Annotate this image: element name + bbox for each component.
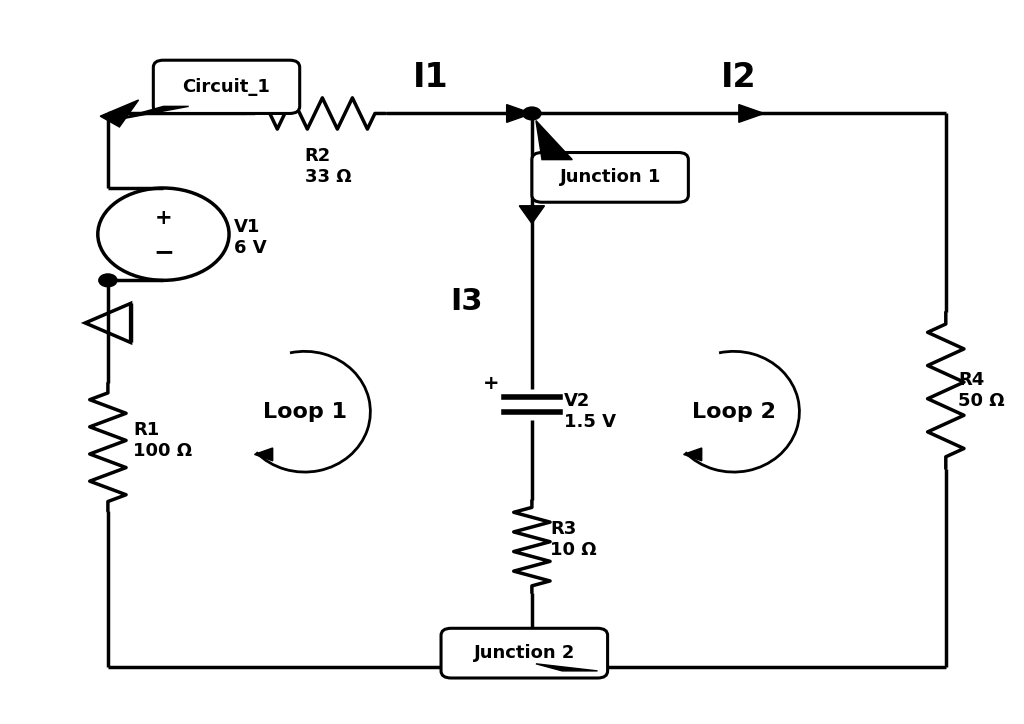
Polygon shape xyxy=(255,448,272,460)
Polygon shape xyxy=(519,206,545,224)
Text: Loop 2: Loop 2 xyxy=(692,402,776,421)
Text: R4
50 Ω: R4 50 Ω xyxy=(957,371,1005,410)
Polygon shape xyxy=(113,106,188,121)
Text: V2
1.5 V: V2 1.5 V xyxy=(564,392,616,431)
Text: +: + xyxy=(483,374,500,393)
Text: Circuit_1: Circuit_1 xyxy=(182,78,270,96)
Polygon shape xyxy=(536,121,572,159)
Text: V1
6 V: V1 6 V xyxy=(234,219,266,257)
FancyBboxPatch shape xyxy=(154,60,300,114)
Text: R3
10 Ω: R3 10 Ω xyxy=(550,520,597,559)
Circle shape xyxy=(523,107,541,120)
Text: −: − xyxy=(153,240,174,264)
Text: I2: I2 xyxy=(721,62,757,94)
Text: Junction 1: Junction 1 xyxy=(559,169,660,186)
Circle shape xyxy=(98,274,117,287)
Text: I1: I1 xyxy=(413,62,449,94)
Polygon shape xyxy=(684,448,701,460)
Text: +: + xyxy=(155,208,172,228)
Text: R2
33 Ω: R2 33 Ω xyxy=(305,147,351,186)
Polygon shape xyxy=(739,104,764,122)
Polygon shape xyxy=(536,664,598,671)
Text: Junction 2: Junction 2 xyxy=(474,644,575,662)
Text: Loop 1: Loop 1 xyxy=(263,402,347,421)
Text: R1
100 Ω: R1 100 Ω xyxy=(133,421,193,460)
Polygon shape xyxy=(507,104,531,122)
Text: I3: I3 xyxy=(450,287,482,316)
Circle shape xyxy=(523,661,541,674)
FancyBboxPatch shape xyxy=(531,153,688,202)
FancyBboxPatch shape xyxy=(441,628,607,678)
Polygon shape xyxy=(100,100,138,127)
